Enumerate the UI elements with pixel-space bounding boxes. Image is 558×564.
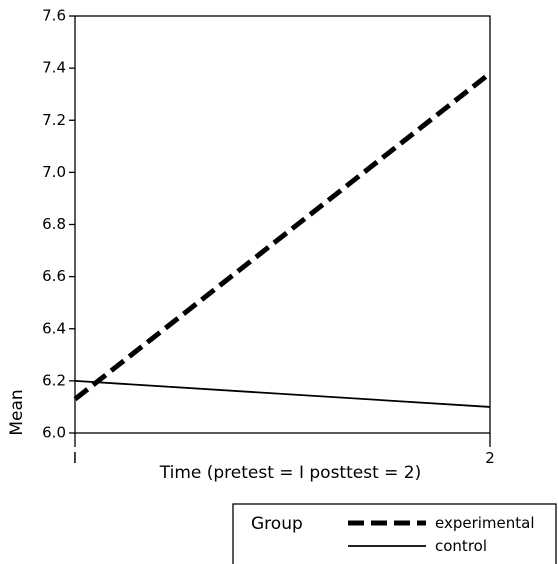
y-tick-label: 6.4 <box>42 319 66 337</box>
y-axis-title: Mean <box>7 389 27 435</box>
plot-area <box>73 71 492 408</box>
y-tick-label: 6.2 <box>42 371 66 389</box>
y-tick-label: 7.6 <box>42 7 66 25</box>
y-tick-label: 7.2 <box>42 111 66 129</box>
axes: 6.0 6.2 6.4 6.6 6.8 7.0 7.2 7.4 7.6 I 2 Time (prete… <box>7 7 495 484</box>
series-line-experimental <box>73 71 492 402</box>
legend-entry: experimental <box>435 514 535 532</box>
x-tick-label: 2 <box>485 449 495 467</box>
legend-title: Group <box>251 514 303 534</box>
y-tick-label: 7.0 <box>42 163 66 181</box>
series-line-control <box>74 379 491 408</box>
x-tick-label: I <box>73 449 77 467</box>
y-tick-label: 6.6 <box>42 267 66 285</box>
x-axis-title: Time (pretest = I posttest = 2) <box>159 463 421 483</box>
y-tick-label: 6.0 <box>42 424 66 442</box>
legend: Group experimental control <box>232 503 557 564</box>
y-tick-label: 6.8 <box>42 215 66 233</box>
legend-entry: control <box>435 537 487 555</box>
legend-box <box>232 503 557 564</box>
plot-frame <box>74 15 491 434</box>
y-tick-label: 7.4 <box>42 59 66 77</box>
